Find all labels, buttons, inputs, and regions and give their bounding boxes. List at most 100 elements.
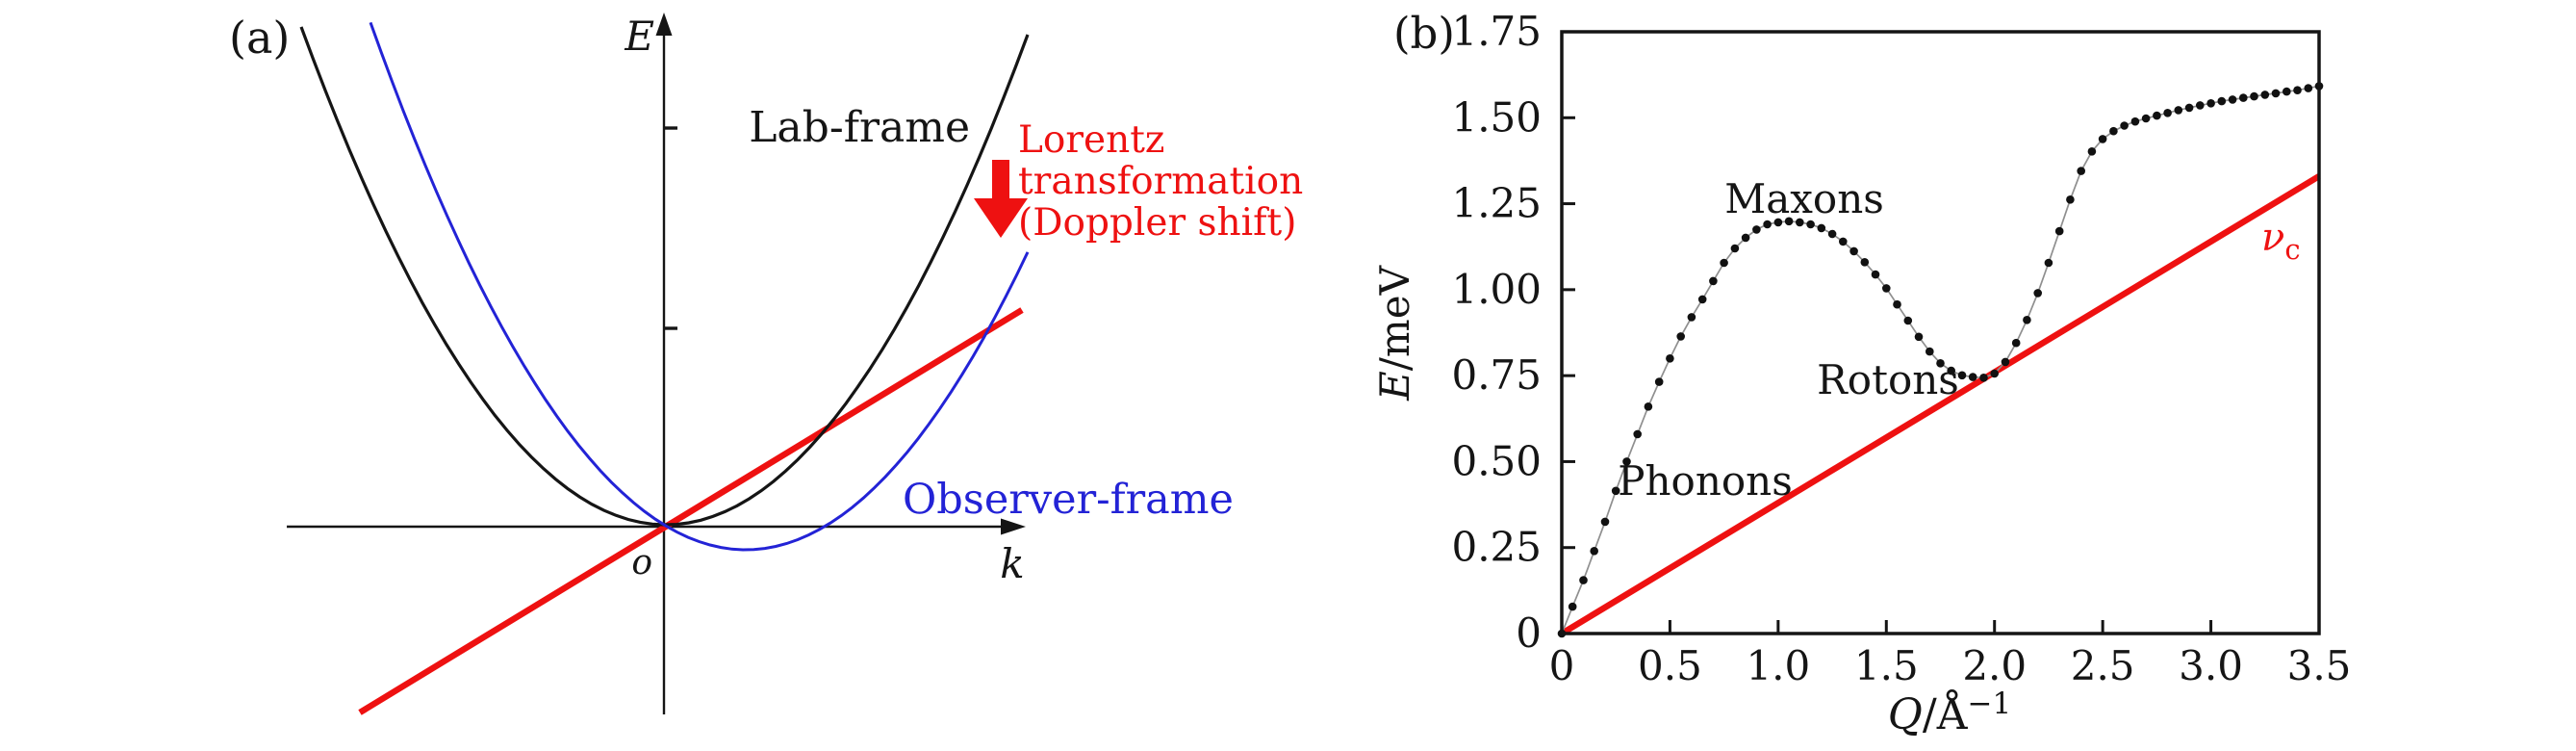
- data-point: [1709, 276, 1718, 286]
- data-point: [2033, 289, 2042, 298]
- data-point: [2109, 126, 2118, 136]
- data-point: [1611, 486, 1620, 496]
- data-point: [1947, 366, 1955, 376]
- data-point: [1687, 313, 1696, 322]
- data-point: [2206, 99, 2215, 108]
- x-tick-label: 3.5: [2287, 642, 2352, 689]
- plot-frame: [1560, 30, 2321, 635]
- lorentz-label-line3: (Doppler shift): [1018, 201, 1296, 245]
- data-point: [1882, 284, 1891, 293]
- data-point: [2250, 91, 2258, 101]
- data-point: [1600, 517, 1610, 527]
- y-tick-label: 0.50: [1451, 437, 1542, 484]
- data-point: [1914, 332, 1924, 342]
- data-point: [1590, 547, 1598, 556]
- data-point: [1893, 299, 1901, 309]
- data-point: [2077, 167, 2085, 175]
- y-tick-label: 0.75: [1451, 351, 1542, 399]
- data-point: [1654, 377, 1664, 386]
- data-point: [2184, 103, 2194, 113]
- data-point: [1871, 270, 1880, 279]
- data-point: [2087, 147, 2097, 156]
- y-tick-label: 1.25: [1451, 180, 1542, 227]
- data-point: [2260, 91, 2270, 99]
- data-point: [1644, 402, 1653, 411]
- data-point: [1763, 220, 1772, 229]
- x-tick-label: 2.0: [1962, 642, 2027, 689]
- data-point: [1773, 218, 1783, 227]
- critical-velocity-symbol: ν: [2261, 216, 2284, 260]
- panel-b-ticks: [1562, 116, 2213, 634]
- data-point: [2066, 195, 2075, 204]
- rotons-label: Rotons: [1817, 356, 1959, 403]
- data-point: [2174, 106, 2183, 115]
- y-tick-label: 0: [1516, 609, 1542, 657]
- y-tick-label: 0.25: [1451, 524, 1542, 571]
- data-point: [1990, 369, 1999, 378]
- e-axis-arrowhead-icon: [655, 13, 673, 36]
- data-point: [1968, 373, 1977, 381]
- data-point: [1720, 258, 1728, 268]
- data-point: [2217, 96, 2227, 106]
- k-axis-label: k: [1000, 540, 1024, 587]
- data-point: [2098, 135, 2107, 143]
- lorentz-label-line1: Lorentz: [1018, 118, 1164, 162]
- y-axis-title-symbol: E: [1371, 371, 1418, 401]
- x-tick-label: 3.0: [2179, 642, 2243, 689]
- observer-frame-label: Observer-frame: [903, 476, 1234, 524]
- lorentz-arrow-icon: [974, 160, 1028, 238]
- data-point: [1784, 217, 1794, 226]
- data-point: [2228, 95, 2237, 104]
- data-point: [1622, 457, 1631, 466]
- critical-velocity-label: νc: [2261, 216, 2301, 266]
- y-tick-label: 1.75: [1451, 8, 1542, 55]
- panel-b-tick-labels: 0 0.25 0.50 0.75 1.00 1.25 1.50 1.75 0 0.5 1.0 1.5 2…: [1451, 8, 2351, 689]
- data-point: [2120, 121, 2129, 130]
- phonons-label: Phonons: [1618, 457, 1793, 505]
- x-axis-title-unit: /Å: [1923, 688, 1969, 739]
- data-point: [1697, 295, 1707, 304]
- y-axis-title-unit: /meV: [1371, 265, 1418, 371]
- data-point: [1860, 258, 1870, 267]
- data-point: [2044, 258, 2053, 268]
- data-point: [1903, 316, 1913, 325]
- data-point: [2141, 114, 2151, 123]
- data-point: [1752, 225, 1761, 234]
- data-point: [1926, 347, 1934, 356]
- x-axis-title: Q/Å−1: [1888, 686, 2011, 739]
- maxons-label: Maxons: [1724, 175, 1884, 222]
- data-point: [1827, 229, 1837, 239]
- data-point: [1730, 244, 1740, 253]
- lab-frame-label: Lab-frame: [749, 103, 970, 152]
- panel-b-tag: (b): [1393, 8, 1455, 59]
- lorentz-label-line2: transformation: [1018, 160, 1303, 203]
- data-point: [1849, 246, 1858, 256]
- data-point: [2293, 86, 2302, 94]
- observer-frame-parabola: [369, 21, 1030, 552]
- data-point: [1666, 354, 1674, 363]
- panel-b: 0 0.25 0.50 0.75 1.00 1.25 1.50 1.75 0 0.5 1.0 1.5 2…: [1371, 8, 2351, 739]
- y-axis-title: E/meV: [1371, 265, 1418, 401]
- critical-velocity-line: [1560, 173, 2321, 636]
- data-point: [1633, 429, 1642, 439]
- data-point: [1839, 237, 1848, 246]
- data-point: [1676, 332, 1685, 341]
- x-axis-title-exponent: −1: [1967, 686, 2011, 721]
- data-point: [2271, 89, 2281, 98]
- dispersion-data-points: [1557, 82, 2324, 638]
- data-point: [1796, 218, 1804, 227]
- data-point: [2163, 109, 2172, 117]
- data-point: [1957, 371, 1967, 380]
- x-tick-label: 2.5: [2071, 642, 2135, 689]
- data-point: [1817, 223, 1826, 233]
- panel-a: (a) E k o Lab-frame Lorentz transformati…: [229, 12, 1303, 715]
- critical-velocity-subscript: c: [2284, 233, 2300, 266]
- data-point: [2023, 316, 2031, 324]
- x-tick-label: 0: [1549, 642, 1575, 689]
- x-tick-label: 0.5: [1638, 642, 1702, 689]
- x-axis-title-symbol: Q: [1888, 690, 1923, 739]
- data-point: [2283, 87, 2291, 96]
- panel-b-plot-content: [1557, 82, 2324, 638]
